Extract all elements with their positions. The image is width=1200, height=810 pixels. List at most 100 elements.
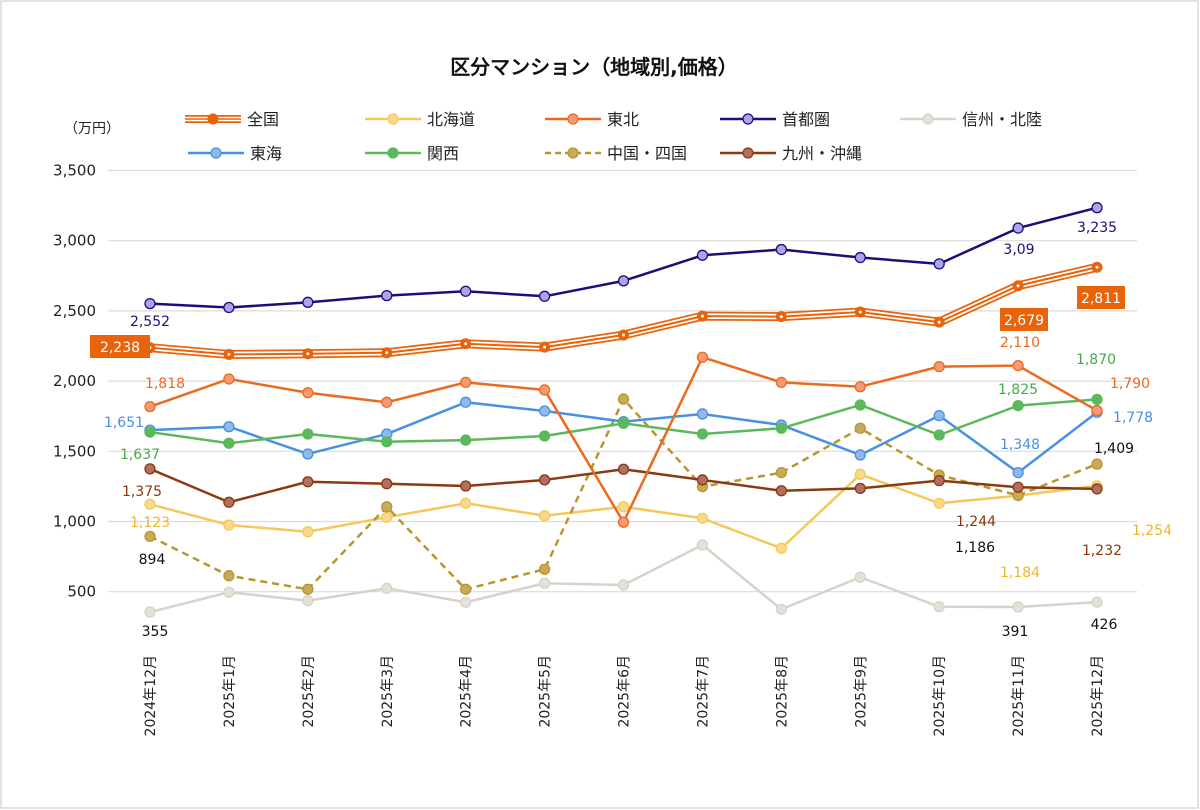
data-point [617,275,630,287]
y-tick-label: 2,500 [53,302,96,320]
data-label: 1,244 [956,514,996,530]
x-tick-label: 2025年4月 [459,655,475,728]
legend-item-信州・北陸: 信州・北陸 [900,110,1042,129]
data-point [1091,404,1103,417]
data-point-center [937,320,941,324]
data-point [381,289,393,302]
legend-marker [567,147,579,159]
data-point [302,476,314,488]
data-point [696,408,709,420]
x-tick-label: 2025年9月 [853,655,869,728]
data-labels: 2,238 2,679 2,811 1,123 1,184 1,254 1,818 2,110… [90,220,1172,640]
series-lines [144,202,1103,618]
data-label: 3,09 [1003,242,1034,258]
data-point [144,426,156,438]
legend-label: 東北 [607,110,639,129]
data-point [302,526,314,538]
data-point [538,430,551,442]
data-point [460,434,472,446]
data-point [460,583,472,595]
data-point [538,405,551,417]
data-point [933,474,945,487]
data-point [1091,596,1103,608]
data-point [460,596,472,608]
data-point [381,396,393,408]
data-point [775,542,788,554]
legend-item-全国: 全国 [185,110,279,129]
legend-marker [567,113,579,125]
legend-marker [742,113,754,125]
data-point [933,258,945,270]
legend-marker [387,147,399,159]
x-tick-label: 2024年12月 [143,655,159,736]
data-point [302,448,314,460]
data-label: 2,552 [130,314,170,330]
data-label-box [1077,286,1125,309]
data-point-center [1016,284,1020,288]
data-label: 1,348 [1000,437,1040,453]
data-point [775,243,788,256]
data-point [223,570,235,582]
data-point [854,449,866,461]
data-point [933,601,945,613]
data-point [538,384,551,396]
data-point [933,429,945,441]
data-label: 894 [139,552,166,568]
data-point [144,530,156,543]
data-point [302,428,314,440]
data-point [144,498,156,510]
legend-label: 関西 [427,144,459,163]
data-label-box [1000,308,1048,331]
data-point [381,478,393,490]
x-tick-label: 2025年1月 [222,655,238,728]
x-tick-label: 2025年5月 [538,655,554,728]
data-point [933,409,945,422]
legend-label: 首都圏 [782,110,830,129]
legend-marker [742,147,754,159]
data-point [538,563,551,575]
data-label: 2,679 [1004,313,1044,329]
data-point [1091,393,1103,406]
data-point-center [700,314,704,318]
data-point [302,583,314,595]
data-label: 1,186 [955,540,995,556]
data-point [696,474,709,486]
data-point [144,463,156,475]
data-point [933,360,945,373]
x-tick-label: 2025年2月 [301,655,317,728]
data-label: 1,825 [998,382,1038,398]
x-tick-label: 2025年11月 [1011,655,1027,736]
legend-marker [210,147,222,159]
data-point [302,296,314,308]
data-label: 1,818 [145,376,185,392]
series-九州・沖縄 [144,463,1103,508]
x-axis: 2024年12月 2025年1月 2025年2月 2025年3月 2025年4月 2025… [143,655,1106,736]
data-label: 2,811 [1081,291,1121,307]
data-point [460,497,472,509]
legend-label: 信州・北陸 [962,110,1042,129]
data-point-center [543,345,547,349]
data-point [854,251,866,264]
data-point [1091,483,1103,495]
data-label: 1,409 [1094,441,1134,457]
legend-label: 東海 [250,144,282,163]
data-point [381,501,393,513]
data-point [1091,202,1103,214]
data-point [1012,601,1024,613]
legend-item-北海道: 北海道 [365,110,475,129]
x-tick-label: 2025年7月 [695,655,711,728]
series-全国 [144,261,1103,360]
data-point [933,497,945,509]
data-point [696,539,709,551]
data-point-center [1095,265,1099,269]
data-label: 1,651 [104,415,144,431]
x-tick-label: 2025年10月 [932,655,948,736]
data-point-center [622,333,626,337]
data-label: 1,232 [1082,543,1122,559]
data-point [696,428,709,440]
legend-item-九州・沖縄: 九州・沖縄 [720,144,862,163]
data-point [617,501,630,513]
data-point [617,516,630,528]
